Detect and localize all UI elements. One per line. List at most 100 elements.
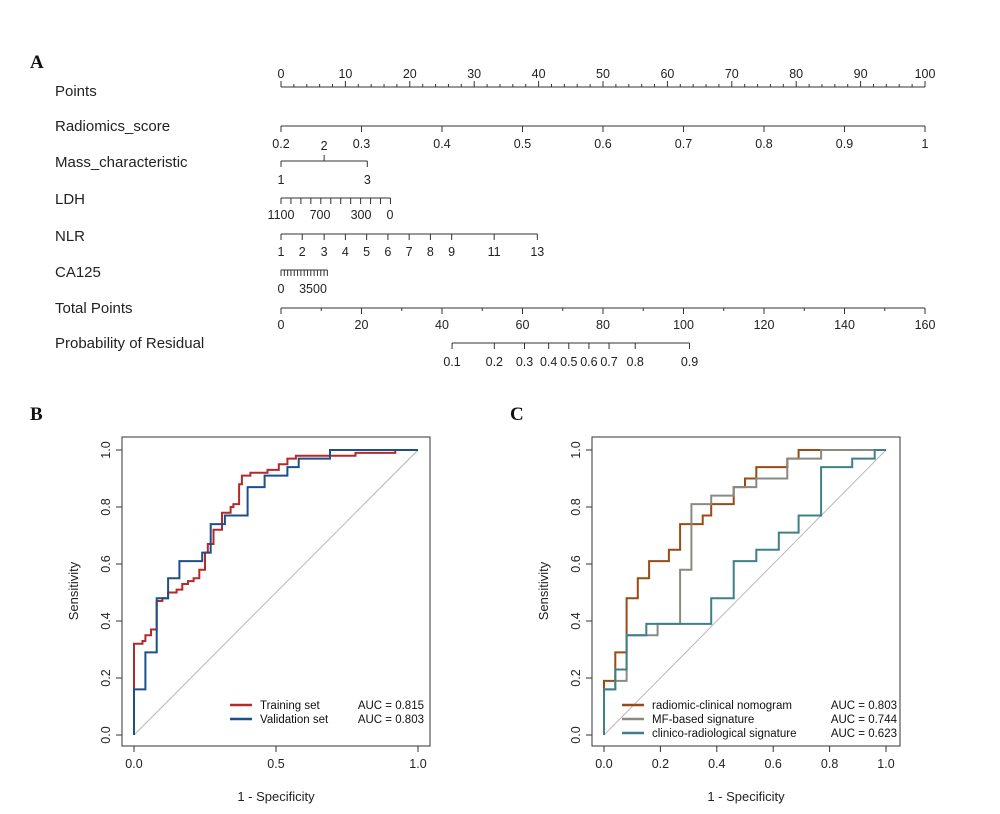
row-label-ca125: CA125 xyxy=(55,264,101,281)
tick-label: 5 xyxy=(363,245,370,259)
y-tick-label: 0.0 xyxy=(569,726,583,743)
y-tick-label: 1.0 xyxy=(569,441,583,458)
tick-label: 80 xyxy=(789,67,803,81)
tick-label: 0.4 xyxy=(433,137,450,151)
tick-label: 0 xyxy=(278,67,285,81)
legend-auc: AUC = 0.623 xyxy=(831,728,897,740)
reference-diagonal xyxy=(603,449,887,736)
reference-diagonal xyxy=(133,449,419,736)
x-axis-label: 1 - Specificity xyxy=(237,789,315,804)
y-tick-label: 0.8 xyxy=(99,498,113,515)
y-tick-label: 0.6 xyxy=(99,555,113,572)
tick-label: 0.5 xyxy=(514,137,531,151)
tick-label: 0.3 xyxy=(516,355,533,369)
tick-label: 100 xyxy=(915,67,936,81)
panel-a-label: A xyxy=(30,52,44,73)
y-tick-label: 0.4 xyxy=(569,612,583,629)
row-label-probability-of-residual: Probability of Residual xyxy=(55,335,204,352)
roc-plot-b: 1 - Specificity Sensitivity 0.0 0.2 0.4 0.6… xyxy=(66,436,431,804)
tick-label: 0.8 xyxy=(627,355,644,369)
y-axis-label: Sensitivity xyxy=(536,561,551,620)
tick-label: 80 xyxy=(596,318,610,332)
y-tick-label: 0.2 xyxy=(99,669,113,686)
tick-label: 20 xyxy=(403,67,417,81)
tick-label: 10 xyxy=(338,67,352,81)
plot-frame xyxy=(591,436,901,747)
tick-label: 0.2 xyxy=(486,355,503,369)
tick-label: 3500 xyxy=(299,282,327,296)
tick-label: 140 xyxy=(834,318,855,332)
tick-label: 0.9 xyxy=(836,137,853,151)
tick-label: 0.6 xyxy=(594,137,611,151)
row-label-points: Points xyxy=(55,83,97,100)
tick-label: 50 xyxy=(596,67,610,81)
tick-label: 0 xyxy=(278,282,285,296)
tick-label: 0.2 xyxy=(272,137,289,151)
panel-b-label: B xyxy=(30,404,43,425)
tick-label: 90 xyxy=(854,67,868,81)
x-tick-label: 1.0 xyxy=(409,757,426,771)
tick-label: 7 xyxy=(406,245,413,259)
legend-label: MF-based signature xyxy=(652,714,754,726)
tick-label: 1 xyxy=(278,245,285,259)
tick-label: 30 xyxy=(467,67,481,81)
tick-label: 3 xyxy=(364,173,371,187)
tick-label: 1 xyxy=(278,173,285,187)
tick-label: 0.1 xyxy=(443,355,460,369)
legend-auc: AUC = 0.803 xyxy=(831,700,897,712)
tick-label: 160 xyxy=(915,318,936,332)
tick-label: 20 xyxy=(355,318,369,332)
legend-auc: AUC = 0.744 xyxy=(831,714,898,726)
tick-label: 0.8 xyxy=(755,137,772,151)
roc-curve-mf-based-signature xyxy=(603,449,886,735)
tick-label: 13 xyxy=(530,245,544,259)
legend-auc: AUC = 0.803 xyxy=(358,714,424,726)
legend-auc: AUC = 0.815 xyxy=(358,700,424,712)
tick-label: 4 xyxy=(342,245,349,259)
x-tick-label: 0.2 xyxy=(652,757,669,771)
tick-label: 0 xyxy=(387,208,394,222)
tick-label: 0.5 xyxy=(560,355,577,369)
tick-label: 9 xyxy=(448,245,455,259)
tick-label: 6 xyxy=(384,245,391,259)
tick-label: 40 xyxy=(435,318,449,332)
tick-label: 2 xyxy=(299,245,306,259)
roc-curve-clinico-radiological-signature xyxy=(603,449,886,735)
row-label-total-points: Total Points xyxy=(55,300,133,317)
x-tick-label: 0.6 xyxy=(765,757,782,771)
y-tick-label: 0.0 xyxy=(99,726,113,743)
row-label-mass-characteristic: Mass_characteristic xyxy=(55,154,188,171)
row-label-ldh: LDH xyxy=(55,191,85,208)
roc-curve-training-set xyxy=(133,449,418,735)
x-tick-label: 0.4 xyxy=(708,757,725,771)
tick-label: 60 xyxy=(516,318,530,332)
tick-label: 11 xyxy=(488,245,501,259)
tick-label: 0.6 xyxy=(580,355,597,369)
x-tick-label: 0.0 xyxy=(125,757,142,771)
row-label-radiomics-score: Radiomics_score xyxy=(55,118,170,135)
y-tick-label: 0.8 xyxy=(569,498,583,515)
tick-label: 0.7 xyxy=(600,355,617,369)
row-label-nlr: NLR xyxy=(55,228,85,245)
tick-label: 0.4 xyxy=(540,355,557,369)
roc-curve-validation-set xyxy=(133,449,418,735)
panel-c-label: C xyxy=(510,404,524,425)
tick-label: 120 xyxy=(754,318,775,332)
legend-label: radiomic-clinical nomogram xyxy=(652,700,792,712)
x-tick-label: 0.5 xyxy=(267,757,284,771)
tick-label: 70 xyxy=(725,67,739,81)
tick-label: 40 xyxy=(532,67,546,81)
tick-label: 2 xyxy=(321,139,328,153)
roc-plot-c: 1 - Specificity Sensitivity 0.0 0.2 0.4 0.6… xyxy=(536,436,901,804)
tick-label: 1100 xyxy=(268,208,295,222)
tick-label: 8 xyxy=(427,245,434,259)
y-tick-label: 0.2 xyxy=(569,669,583,686)
legend-label: Training set xyxy=(260,700,320,712)
tick-label: 1 xyxy=(922,137,929,151)
y-tick-label: 0.4 xyxy=(99,612,113,629)
tick-label: 0 xyxy=(278,318,285,332)
x-tick-label: 0.8 xyxy=(821,757,838,771)
y-axis-label: Sensitivity xyxy=(66,561,81,620)
